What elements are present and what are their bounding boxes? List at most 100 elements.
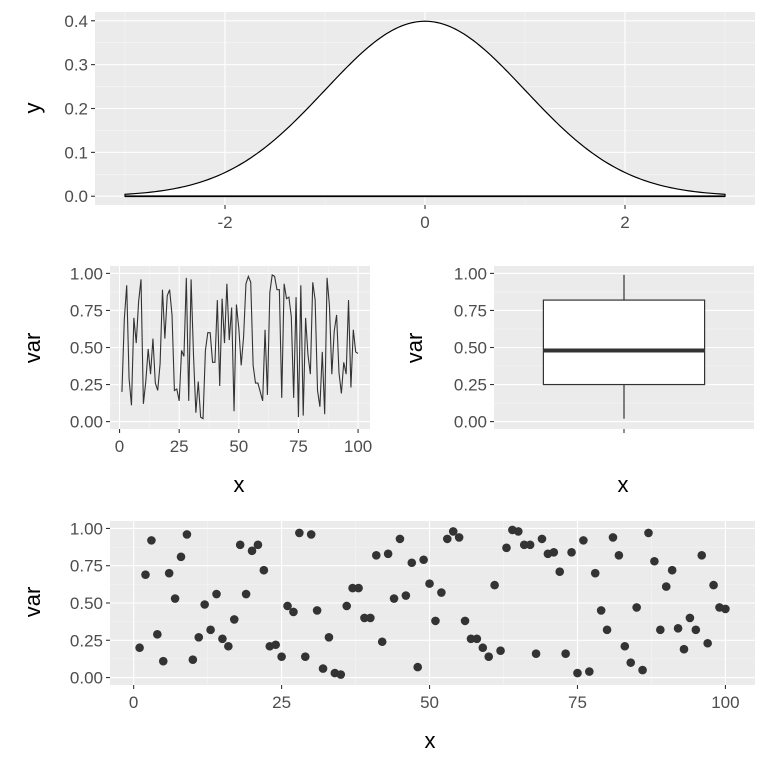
scatter-point [484, 652, 494, 661]
y-tick-label: 0.75 [70, 301, 103, 320]
scatter-point [336, 670, 346, 679]
scatter-point [555, 567, 565, 576]
scatter-grid [110, 521, 755, 685]
y-tick-label: 0.00 [454, 413, 487, 432]
scatter-point [229, 615, 239, 624]
y-tick-label: 0.00 [70, 669, 103, 688]
scatter-point [194, 632, 204, 642]
density-ylabel: y [20, 103, 45, 114]
scatter-point [366, 613, 375, 623]
scatter-point [596, 606, 606, 615]
line-xlabel: x [234, 472, 245, 497]
x-tick-label: 75 [289, 437, 308, 456]
scatter-point [324, 632, 334, 642]
scatter-point [502, 543, 511, 553]
scatter-point [419, 555, 428, 565]
scatter-point [389, 594, 399, 603]
scatter-point [638, 665, 647, 675]
scatter-point [342, 601, 352, 611]
scatter-point [448, 527, 458, 536]
scatter-point [200, 600, 209, 609]
x-tick-label: 0 [420, 213, 429, 232]
scatter-point [703, 638, 712, 648]
scatter-point [673, 624, 683, 633]
scatter-point [206, 625, 215, 635]
box-iqr [542, 299, 706, 386]
scatter-point [318, 664, 328, 673]
scatter-ylabel: var [20, 587, 45, 618]
scatter-point [685, 613, 695, 623]
scatter-point [153, 630, 162, 639]
x-tick-label: 50 [229, 437, 248, 456]
scatter-point [626, 658, 636, 667]
scatter-point [602, 625, 612, 635]
x-tick-label: 0 [115, 437, 124, 456]
y-tick-label: 0.3 [64, 56, 88, 75]
y-tick-label: 1.00 [70, 264, 103, 283]
scatter-point [218, 634, 227, 644]
scatter-point [300, 652, 310, 661]
scatter-point [567, 548, 576, 557]
scatter-point [289, 607, 298, 617]
scatter-point [661, 582, 671, 591]
y-tick-label: 0.50 [70, 339, 103, 358]
scatter-point [573, 668, 582, 678]
scatter-point [247, 546, 257, 556]
line-marks [121, 273, 359, 420]
density-area [124, 20, 726, 197]
scatter-point [531, 649, 541, 658]
scatter-point [271, 640, 280, 650]
line-plot: 0.00 0.25 0.50 0.75 1.00 0 25 50 75 100 x var [20, 264, 372, 497]
scatter-point [158, 656, 168, 666]
scatter-xlabel: x [425, 728, 436, 753]
scatter-point [620, 641, 630, 651]
box-ylabel: var [402, 333, 427, 364]
line-ylabel: var [20, 333, 45, 364]
scatter-point [496, 646, 505, 656]
x-tick-label: 50 [420, 693, 439, 712]
scatter-point [135, 643, 144, 653]
line-axes: 0.00 0.25 0.50 0.75 1.00 0 25 50 75 100 [70, 264, 372, 456]
y-tick-label: 0.2 [64, 100, 88, 119]
scatter-point [235, 540, 245, 550]
scatter-point [608, 533, 618, 542]
scatter-point [212, 589, 221, 599]
scatter-point [147, 536, 156, 545]
scatter-point [437, 588, 446, 597]
density-axes: 0.0 0.1 0.2 0.3 0.4 -2 0 2 [64, 12, 629, 232]
scatter-point [224, 641, 233, 651]
scatter-point [590, 568, 600, 578]
scatter-point [632, 603, 641, 612]
scatter-point [579, 536, 588, 545]
scatter-point [478, 643, 488, 653]
scatter-point [514, 527, 523, 536]
line-series [121, 273, 359, 420]
x-tick-label: -2 [217, 213, 232, 232]
scatter-point [401, 591, 411, 600]
scatter-point [667, 565, 677, 575]
scatter-point [721, 604, 730, 614]
scatter-point [614, 550, 624, 560]
y-tick-label: 1.00 [454, 264, 487, 283]
scatter-point [277, 652, 286, 661]
scatter-point [679, 644, 689, 654]
density-marks [124, 20, 726, 198]
scatter-point [360, 613, 369, 623]
scatter-point [656, 625, 665, 635]
scatter-point [442, 534, 452, 544]
y-tick-label: 0.0 [64, 187, 88, 206]
y-tick-label: 0.00 [70, 413, 103, 432]
box-axes: 0.00 0.25 0.50 0.75 1.00 [454, 264, 625, 433]
y-tick-label: 0.25 [70, 376, 103, 395]
x-tick-label: 100 [711, 693, 739, 712]
scatter-point [295, 528, 304, 538]
x-tick-label: 0 [129, 693, 138, 712]
scatter-point [472, 634, 482, 644]
scatter-point [312, 606, 322, 615]
scatter-point [354, 583, 363, 593]
scatter-point [241, 589, 251, 599]
scatter-point [466, 634, 476, 644]
scatter-point [377, 637, 387, 647]
scatter-point [697, 550, 707, 560]
